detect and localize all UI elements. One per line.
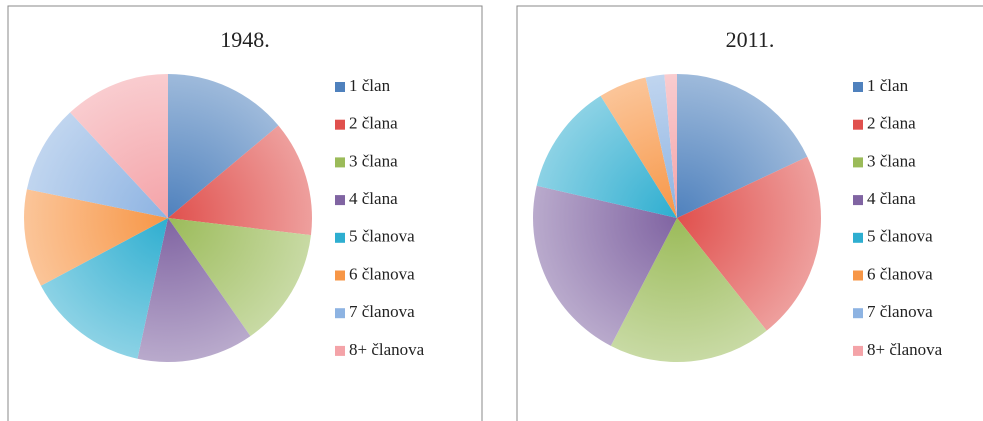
legend-label: 5 članova: [867, 227, 933, 246]
pie-slice: [610, 218, 767, 363]
chart-title: 1948.: [220, 27, 270, 52]
legend-swatch: [335, 270, 345, 281]
legend-label: 6 članova: [349, 264, 415, 283]
legend-swatch: [853, 232, 863, 243]
pie-slice: [168, 218, 311, 337]
legend-label: 8+ članova: [867, 340, 943, 359]
legend-label: 4 člana: [349, 189, 398, 208]
pie-slice: [664, 74, 677, 218]
legend-label: 7 članova: [867, 302, 933, 321]
legend-label: 5 članova: [349, 227, 415, 246]
legend-label: 6 članova: [867, 264, 933, 283]
legend-label: 7 članova: [349, 302, 415, 321]
legend-swatch: [335, 82, 345, 92]
legend-swatch: [853, 195, 863, 206]
legend-swatch: [853, 308, 863, 319]
legend-swatch: [335, 119, 345, 130]
panel-frame: [7, 5, 483, 421]
legend-swatch: [853, 82, 863, 92]
legend-label: 3 člana: [867, 151, 916, 170]
pie-slice: [137, 218, 251, 363]
pie-slice: [168, 125, 312, 236]
legend-label: 4 člana: [867, 189, 916, 208]
pie-slice: [645, 74, 677, 218]
legend-swatch: [335, 308, 345, 319]
pie-slice: [70, 74, 168, 218]
pie-slice: [23, 189, 168, 286]
legend-swatch: [335, 157, 345, 168]
pie-slice: [168, 74, 279, 218]
legend-label: 1 član: [349, 76, 391, 95]
pie-slice: [532, 185, 677, 346]
legend-label: 2 člana: [349, 114, 398, 133]
legend-swatch: [335, 345, 345, 356]
legend-label: 1 član: [867, 76, 909, 95]
pie-slice: [536, 95, 677, 218]
legend-swatch: [853, 270, 863, 281]
chart-title: 2011.: [726, 27, 775, 52]
panel-frame: [516, 5, 983, 421]
pie-slice: [26, 112, 168, 218]
pie-slice: [40, 218, 169, 359]
legend-swatch: [335, 232, 345, 243]
pie-slice: [600, 77, 677, 218]
legend-swatch: [853, 345, 863, 356]
pie-slice: [677, 74, 808, 218]
legend-swatch: [853, 157, 863, 168]
legend-swatch: [853, 119, 863, 130]
legend-label: 3 člana: [349, 151, 398, 170]
legend-label: 8+ članova: [349, 340, 425, 359]
legend-swatch: [335, 195, 345, 206]
pie-slice: [677, 156, 821, 331]
legend-label: 2 člana: [867, 114, 916, 133]
